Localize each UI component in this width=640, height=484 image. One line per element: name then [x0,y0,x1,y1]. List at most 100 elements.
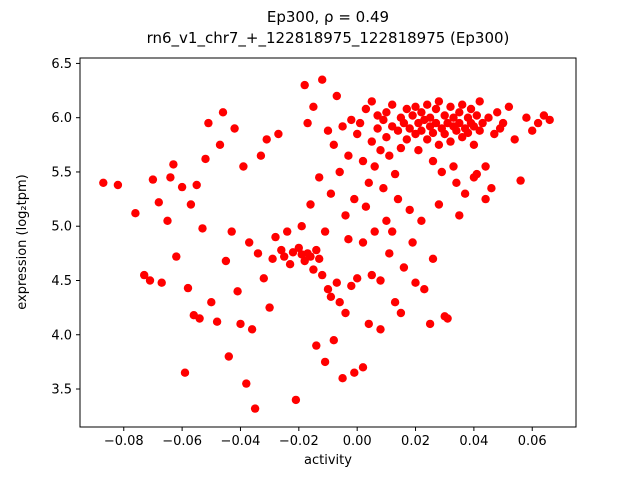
data-point [405,205,414,215]
data-point [385,249,394,258]
data-point [425,319,435,329]
data-point [402,135,411,144]
x-tick-label: −0.08 [104,434,144,449]
data-point [218,108,228,117]
data-point [247,325,257,334]
data-point [469,122,479,131]
data-point [204,118,213,128]
data-point [361,202,371,211]
data-point [379,184,388,193]
data-point [230,124,239,133]
data-point [300,256,309,266]
data-point [157,278,166,287]
data-point [455,118,464,128]
data-point [140,270,149,280]
data-point [373,124,382,133]
data-point [367,270,376,280]
data-point [250,404,260,413]
data-point [180,368,190,377]
data-point [528,126,537,135]
x-tick-label: 0.04 [459,434,488,449]
data-point [207,298,216,307]
data-point [347,281,356,291]
data-point [166,173,175,182]
data-point [154,198,163,207]
data-point [475,97,484,106]
data-point [361,104,371,114]
data-point [472,111,481,120]
data-point [458,100,467,109]
data-point [315,254,324,263]
data-point [428,128,438,138]
data-point [288,248,298,257]
data-point [341,211,350,220]
data-point [455,211,464,220]
data-point [224,352,233,361]
data-point [545,115,554,125]
data-point [434,140,444,149]
data-point [283,227,292,236]
y-tick-label: 6.5 [51,57,72,72]
data-point [376,146,385,155]
data-point [510,135,519,144]
data-point [335,167,344,177]
data-point [358,238,368,247]
y-tick-label: 5.5 [51,165,72,180]
data-point [148,175,158,184]
data-point [335,298,344,307]
data-point [376,325,385,334]
axes-frame [79,57,577,428]
data-point [183,283,193,293]
y-tick-label: 4.5 [51,274,72,289]
data-point [431,104,441,114]
data-point [428,254,438,263]
axis-ticks: −0.08 −0.06 −0.04 −0.02 0.00 0.02 0.04 0.06 3.5 4… [51,57,546,449]
data-point [367,137,376,146]
y-tick-label: 6.0 [51,111,72,126]
data-point [481,194,490,204]
data-point [233,287,242,296]
data-point [440,111,449,120]
data-point [420,285,429,294]
data-point [300,80,309,90]
data-point [390,298,400,307]
data-point [393,194,403,204]
data-point [402,104,411,114]
data-point [411,278,420,287]
x-axis-label: activity [304,453,352,468]
data-point [326,189,336,198]
plot-title: Ep300, ρ = 0.49 [267,8,389,26]
data-point [215,140,225,149]
data-point [355,118,365,128]
data-point [280,252,289,261]
data-point [364,178,373,187]
data-point [446,102,455,112]
data-point [358,363,368,372]
data-point [306,252,315,261]
data-point [172,252,181,261]
data-point [382,216,391,225]
data-point [437,167,446,177]
plot-subtitle: rn6_v1_chr7_+_122818975_122818975 (Ep300… [147,29,510,48]
data-point [539,111,549,120]
data-point [318,270,327,280]
data-point [245,238,254,247]
data-point [417,216,426,225]
data-point [131,209,140,218]
x-tick-label: 0.02 [401,434,430,449]
data-point [192,180,201,190]
data-point [338,122,347,131]
data-point [455,108,464,117]
data-point [408,238,417,247]
data-point [396,308,406,318]
data-point [350,368,359,377]
data-point [446,137,455,146]
data-point [312,245,321,255]
data-point [338,374,347,383]
data-point [318,75,327,84]
data-point [253,249,263,258]
data-point [113,180,123,190]
data-point [434,97,444,106]
data-point [294,243,303,253]
